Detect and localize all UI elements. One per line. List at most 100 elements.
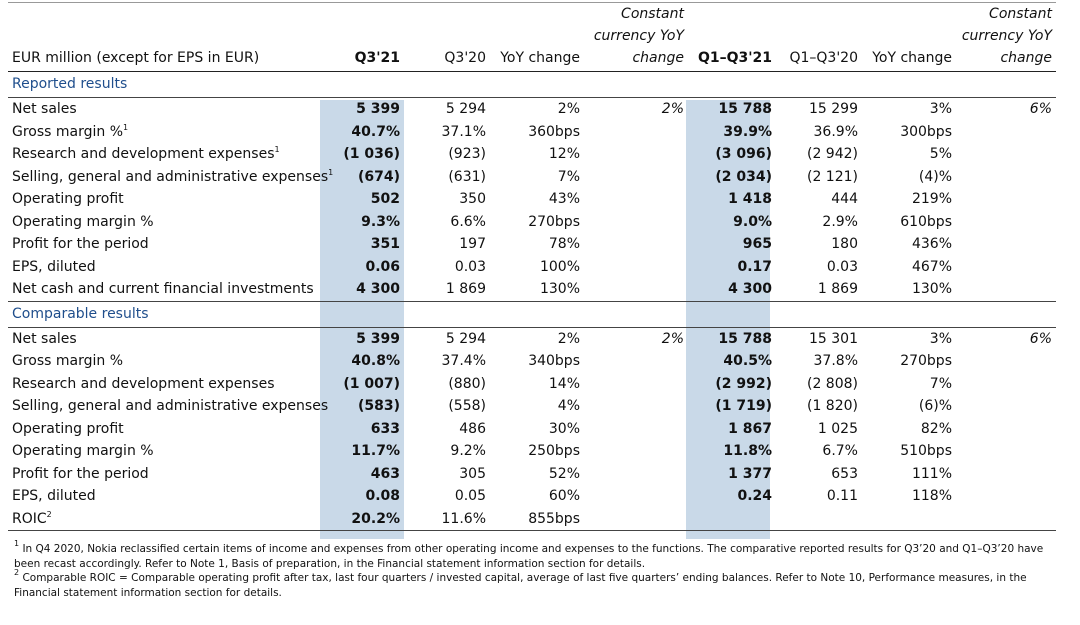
row-label: Research and development expenses1 (8, 143, 316, 166)
value-constant-currency (584, 440, 688, 463)
value-q3-20: 305 (459, 465, 486, 482)
table-row: Net sales 5 399 5 294 2% 2% 15 788 15 301 3% 6% (8, 327, 1056, 350)
value-q1-q3-20: (2 121) (806, 168, 858, 185)
value-q1-q3-20: 15 299 (809, 101, 858, 117)
row-label-text: Research and development expenses (12, 146, 275, 162)
value-q3-21: 633 (370, 420, 400, 437)
financial-results-table: EUR million (except for EPS in EUR) Q3'2… (8, 2, 1056, 531)
row-label: Net cash and current financial investmen… (8, 278, 316, 302)
value-constant-currency-ytd (956, 418, 1056, 441)
value-constant-currency-ytd (956, 188, 1056, 211)
value-constant-currency-ytd (956, 233, 1056, 256)
row-label: Profit for the period (8, 233, 316, 256)
value-yoy-change: 340bps (528, 353, 580, 369)
table-row: Operating profit 633 486 30% 1 867 1 025 82% (8, 418, 1056, 441)
value-yoy-change-ytd: 111% (911, 465, 952, 482)
value-yoy-change-ytd: 3% (929, 330, 952, 347)
value-yoy-change-ytd: 7% (929, 375, 952, 392)
footnote-reference: 2 (46, 509, 52, 519)
value-constant-currency-ytd (956, 463, 1056, 486)
value-yoy-change-ytd: 300bps (900, 123, 952, 140)
value-constant-currency-ytd (956, 507, 1056, 531)
value-q3-20: 37.1% (441, 123, 486, 140)
value-constant-currency (584, 188, 688, 211)
table-row: Net sales 5 399 5 294 2% 2% 15 788 15 299 3% 6% (8, 98, 1056, 121)
value-q3-21: 4 300 (316, 278, 404, 302)
value-constant-currency-ytd (956, 395, 1056, 418)
table-row: EPS, diluted 0.06 0.03 100% 0.17 0.03 467% (8, 256, 1056, 279)
value-q1-q3-21: 15 788 (718, 101, 772, 117)
value-yoy-change-ytd: 3% (929, 101, 952, 117)
value-q3-20: 197 (459, 236, 486, 252)
value-q1-q3-20: (2 808) (806, 375, 858, 392)
value-constant-currency-ytd (956, 121, 1056, 144)
header-q1-q3-20: Q1–Q3'20 (789, 50, 858, 66)
header-q3-21: Q3'21 (354, 50, 400, 66)
footnote-reference: 1 (328, 167, 334, 177)
value-q1-q3-21: (2 992) (715, 375, 772, 392)
value-constant-currency-ytd (956, 485, 1056, 508)
value-yoy-change-ytd: 118% (911, 488, 952, 504)
footnote-2-marker: 2 (14, 568, 20, 577)
table-row: Gross margin % 40.8% 37.4% 340bps 40.5% 37.8%… (8, 350, 1056, 373)
value-constant-currency-ytd (956, 440, 1056, 463)
row-label: Selling, general and administrative expe… (8, 395, 328, 418)
header-yoy-change: YoY change (500, 50, 580, 66)
value-q1-q3-21: (2 034) (715, 168, 772, 185)
value-q3-21: (674) (357, 168, 400, 185)
value-q3-20: 0.05 (454, 488, 486, 504)
row-label: Operating margin % (8, 440, 316, 463)
footnote-1: 1 In Q4 2020, Nokia reclassified certain… (14, 539, 1064, 571)
value-q1-q3-20: 2.9% (822, 213, 858, 230)
value-constant-currency-ytd (956, 166, 1056, 189)
value-yoy-change-ytd: 510bps (900, 443, 952, 459)
section-header-comparable: Comparable results (8, 301, 1056, 328)
table-row: Net cash and current financial investmen… (8, 278, 1056, 302)
value-constant-currency-ytd (956, 350, 1056, 373)
value-constant-currency (584, 507, 688, 531)
value-q1-q3-21: 1 418 (728, 191, 772, 207)
value-yoy-change-ytd (862, 507, 956, 531)
table-row: Research and development expenses (1 007)… (8, 373, 1056, 396)
value-q3-20: 11.6% (404, 507, 490, 531)
value-constant-currency (584, 233, 688, 256)
value-constant-currency-ytd: 6% (1029, 330, 1052, 347)
table-row: Profit for the period 351 197 78% 965 180 436% (8, 233, 1056, 256)
value-q1-q3-21: (3 096) (715, 146, 772, 162)
row-label-text: Gross margin % (12, 353, 124, 369)
value-yoy-change-ytd: 436% (911, 236, 952, 252)
value-q3-21: 0.06 (365, 258, 400, 275)
value-q3-20: 5 294 (445, 101, 486, 117)
footnote-reference: 1 (123, 122, 129, 132)
row-label: EPS, diluted (8, 485, 316, 508)
value-yoy-change: 60% (548, 488, 580, 504)
value-q3-21: 5 399 (356, 101, 400, 117)
row-label-text: Operating profit (12, 420, 124, 437)
value-q1-q3-20 (776, 507, 862, 531)
row-label: ROIC2 (8, 507, 316, 531)
footnote-2: 2 Comparable ROIC = Comparable operating… (14, 568, 1064, 600)
row-label: EPS, diluted (8, 256, 316, 279)
value-q3-21: (583) (357, 398, 400, 414)
value-yoy-change: 7% (557, 168, 580, 185)
row-label-text: Net sales (12, 330, 77, 347)
row-label-text: Net cash and current financial investmen… (12, 281, 314, 297)
value-q3-21: 20.2% (316, 507, 404, 531)
value-q1-q3-20: 180 (831, 236, 858, 252)
value-q3-20: (631) (448, 168, 486, 185)
row-label: Net sales (8, 98, 316, 121)
value-yoy-change-ytd: 219% (911, 191, 952, 207)
value-q3-20: 5 294 (445, 330, 486, 347)
value-q3-21: 463 (370, 465, 400, 482)
value-q1-q3-20: 1 869 (776, 278, 862, 302)
value-q3-20: 6.6% (450, 213, 486, 230)
value-q1-q3-21 (688, 507, 776, 531)
table-row: ROIC2 20.2% 11.6% 855bps (8, 507, 1056, 531)
row-label-text: Net sales (12, 101, 77, 117)
row-label: Profit for the period (8, 463, 316, 486)
row-label-text: Profit for the period (12, 236, 149, 252)
footnote-1-marker: 1 (14, 539, 20, 548)
value-q1-q3-21: 11.8% (723, 443, 772, 459)
value-yoy-change: 360bps (528, 123, 580, 140)
table-row: Research and development expenses1 (1 036… (8, 143, 1056, 166)
